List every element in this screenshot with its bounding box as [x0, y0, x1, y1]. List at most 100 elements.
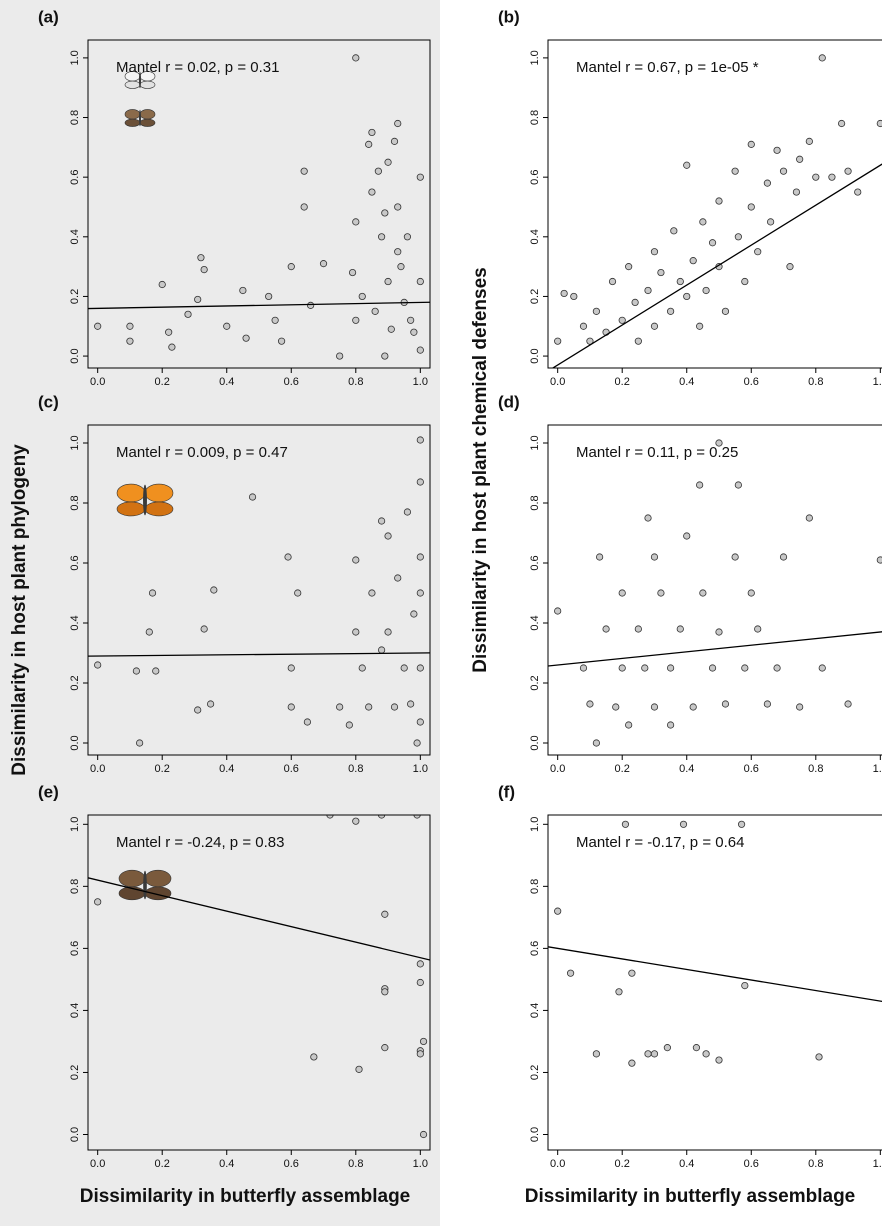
scatter-point	[287, 703, 295, 711]
scatter-point	[715, 439, 723, 447]
scatter-point	[387, 325, 395, 333]
scatter-point	[689, 703, 697, 711]
butterfly-wing	[139, 80, 156, 89]
scatter-point	[394, 248, 402, 256]
scatter-point	[94, 322, 102, 330]
butterfly-body	[138, 109, 142, 127]
y-tick-label: 1.0	[69, 50, 81, 65]
scatter-point	[667, 721, 675, 729]
scatter-point	[400, 664, 408, 672]
x-tick-label: 0.2	[615, 376, 630, 388]
scatter-point	[352, 54, 360, 62]
scatter-point	[200, 625, 208, 633]
scatter-point	[625, 263, 633, 271]
plot-area	[88, 815, 430, 1139]
scatter-point	[650, 703, 659, 711]
scatter-point	[763, 179, 771, 187]
y-tick-label: 0.0	[69, 1127, 81, 1142]
scatter-point	[828, 173, 836, 181]
scatter-point	[586, 700, 594, 708]
y-tick-label: 1.0	[529, 817, 541, 832]
scatter-point	[618, 664, 626, 672]
annotation: Mantel r = -0.17, p = 0.64	[576, 834, 744, 851]
butterfly-wing	[144, 886, 172, 901]
scatter-point	[579, 322, 588, 330]
scatter-point	[300, 167, 308, 175]
scatter-point	[667, 664, 675, 672]
x-tick-label: 0.4	[679, 1158, 694, 1170]
butterfly-body	[143, 484, 147, 516]
scatter-point	[657, 268, 665, 277]
scatter-point	[326, 815, 334, 819]
scatter-point	[644, 286, 652, 295]
scatter-point	[416, 436, 424, 444]
scatter-point	[618, 316, 626, 324]
x-tick-label: 0.8	[348, 376, 363, 388]
x-tick-label: 0.2	[615, 1158, 630, 1170]
scatter-point	[844, 167, 852, 175]
scatter-point	[628, 1059, 636, 1067]
scatter-point	[378, 233, 386, 241]
x-tick-label: 1.0	[413, 1158, 428, 1170]
scatter-point	[608, 277, 617, 286]
y-tick-label: 0.4	[529, 229, 541, 244]
scatter-point	[747, 589, 755, 597]
scatter-point	[303, 718, 311, 726]
scatter-point	[265, 292, 273, 301]
scatter-point	[355, 1065, 363, 1073]
scatter-point	[747, 203, 755, 211]
plot-frame	[547, 39, 882, 369]
scatter-point	[554, 907, 562, 915]
scatter-point	[352, 817, 360, 825]
scatter-point	[796, 155, 804, 163]
scatter-point	[378, 815, 386, 819]
annotation: Mantel r = 0.67, p = 1e-05 *	[576, 59, 759, 76]
regression-line	[548, 946, 882, 1003]
scatter-point	[271, 316, 279, 324]
scatter-point	[741, 982, 749, 990]
x-tick-label: 1.0	[413, 376, 428, 388]
plot-area	[548, 820, 882, 1067]
scatter-point	[419, 1037, 428, 1046]
scatter-point	[731, 553, 739, 561]
scatter-point	[403, 508, 412, 516]
scatter-point	[394, 574, 402, 582]
scatter-point	[394, 119, 402, 128]
scatter-point	[184, 310, 192, 318]
scatter-point	[381, 910, 389, 918]
scatter-point	[615, 988, 623, 996]
scatter-point	[368, 589, 376, 597]
y-axis-title: Dissimilarity in host plant chemical def…	[470, 267, 491, 672]
scatter-point	[277, 337, 286, 345]
scatter-point	[94, 898, 102, 906]
scatter-point	[145, 628, 153, 636]
scatter-point	[416, 718, 424, 726]
y-tick-label: 0.2	[69, 1065, 81, 1080]
scatter-point	[136, 739, 144, 747]
x-tick-label: 0.2	[615, 763, 630, 775]
annotation: Mantel r = 0.02, p = 0.31	[116, 59, 279, 76]
butterfly-wing	[124, 80, 141, 89]
scatter-point	[390, 703, 399, 711]
scatter-point	[625, 721, 633, 729]
x-tick-label: 0.0	[550, 1158, 565, 1170]
y-tick-label: 0.2	[69, 675, 81, 690]
left-column-background	[0, 0, 440, 1226]
x-tick-label: 1.0	[873, 763, 882, 775]
scatter-point	[779, 553, 788, 561]
scatter-point	[676, 625, 684, 633]
scatter-point	[403, 233, 412, 241]
scatter-point	[702, 286, 710, 295]
scatter-point	[570, 292, 578, 301]
scatter-point	[390, 137, 399, 145]
scatter-point	[371, 307, 379, 315]
scatter-point	[365, 703, 373, 711]
scatter-point	[670, 227, 678, 235]
plot-area	[551, 54, 882, 368]
y-tick-label: 0.6	[69, 170, 81, 185]
scatter-point	[419, 1130, 428, 1139]
scatter-point	[397, 263, 405, 271]
scatter-point	[792, 188, 801, 196]
scatter-point	[416, 277, 424, 286]
